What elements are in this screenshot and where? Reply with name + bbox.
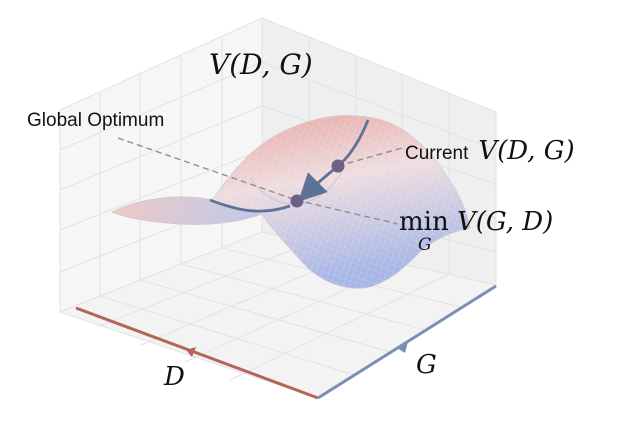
optimum-point xyxy=(290,194,304,208)
leader-min xyxy=(295,199,399,225)
min-text: min xyxy=(399,207,449,237)
leader-global-optimum xyxy=(117,137,297,201)
surface-title: V(D, G) xyxy=(209,48,313,81)
axis-d xyxy=(75,306,319,400)
min-expr: V(G, D) xyxy=(457,207,553,237)
min-subscript: G xyxy=(418,235,432,255)
current-point xyxy=(331,159,345,173)
current-math: V(D, G) xyxy=(478,136,574,166)
current-prefix: Current xyxy=(405,143,469,164)
axis-g-arrow-icon xyxy=(397,342,408,353)
trajectory xyxy=(209,119,370,213)
min-label: min V(G, D) G xyxy=(399,207,553,255)
leader-current xyxy=(337,147,403,167)
current-label: Current V(D, G) xyxy=(405,136,575,166)
global-optimum-label: Global Optimum xyxy=(27,110,164,131)
axis-d-arrow-icon xyxy=(186,347,196,357)
trajectory-lower xyxy=(209,198,291,213)
axis-d-label: D xyxy=(163,362,185,392)
axis-g xyxy=(317,284,497,400)
axis-g-label: G xyxy=(416,350,437,380)
